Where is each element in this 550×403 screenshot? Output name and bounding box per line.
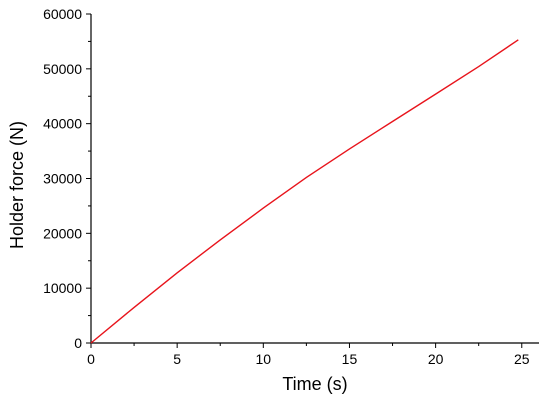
y-axis-ticks: 0 10000 20000 30000 40000 50000 60000 bbox=[43, 6, 91, 351]
y-tick-label: 10000 bbox=[43, 280, 82, 296]
series-line bbox=[90, 39, 519, 344]
x-axis-ticks: 0 5 10 15 20 25 bbox=[87, 343, 530, 367]
x-tick-label: 20 bbox=[428, 351, 444, 367]
x-tick-label: 25 bbox=[514, 351, 530, 367]
y-tick-label: 60000 bbox=[43, 6, 82, 22]
series-layer bbox=[90, 39, 519, 344]
x-axis-title: Time (s) bbox=[282, 374, 347, 394]
y-tick-label: 50000 bbox=[43, 61, 82, 77]
x-tick-label: 15 bbox=[342, 351, 358, 367]
x-tick-label: 5 bbox=[173, 351, 181, 367]
y-tick-label: 20000 bbox=[43, 225, 82, 241]
y-axis-title: Holder force (N) bbox=[7, 121, 27, 249]
y-tick-label: 30000 bbox=[43, 171, 82, 187]
x-tick-label: 0 bbox=[87, 351, 95, 367]
axes bbox=[90, 14, 539, 344]
x-tick-label: 10 bbox=[256, 351, 272, 367]
y-tick-label: 40000 bbox=[43, 116, 82, 132]
y-tick-label: 0 bbox=[74, 335, 82, 351]
